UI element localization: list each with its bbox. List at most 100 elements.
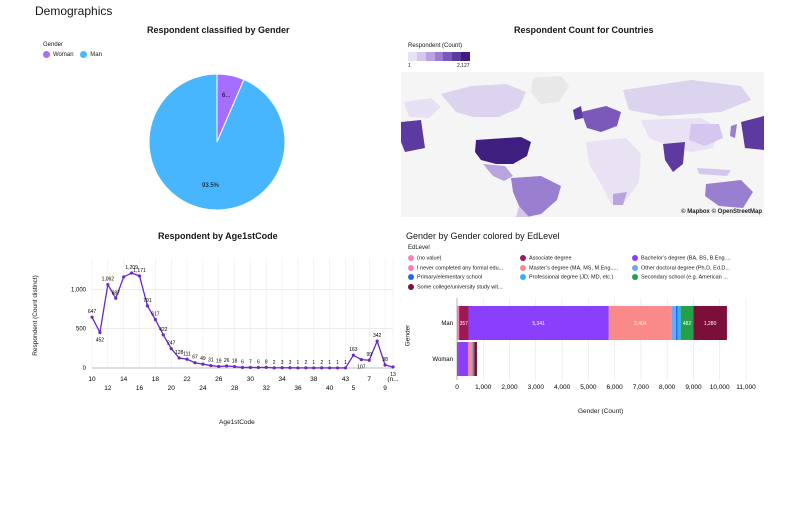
age-line-xlabel: Age1stCode xyxy=(219,419,255,426)
age-data-point[interactable] xyxy=(177,356,181,360)
age-data-point[interactable] xyxy=(98,330,102,335)
x-tick-label: 1,000 xyxy=(475,384,492,391)
edlevel-legend-item[interactable]: Professional degree (JD, MD, etc.) xyxy=(520,274,613,280)
x-tick-label: 5 xyxy=(352,385,356,392)
x-tick-label: 12 xyxy=(104,385,112,392)
age-data-point[interactable] xyxy=(161,333,165,337)
age-data-point[interactable] xyxy=(114,296,118,300)
bar-segment[interactable] xyxy=(474,342,477,376)
age-data-point[interactable] xyxy=(264,365,268,369)
country-argentina xyxy=(516,206,529,217)
bar-segment[interactable] xyxy=(677,306,681,340)
edlevel-legend-item[interactable]: Secondary school (e.g. American ... xyxy=(632,274,728,280)
age-data-point[interactable] xyxy=(383,363,387,367)
age-data-point[interactable] xyxy=(169,346,173,351)
bar-segment[interactable] xyxy=(468,306,609,340)
bar-segment-label: 482 xyxy=(683,321,692,327)
bar-segment[interactable] xyxy=(675,306,678,340)
age-point-label: 1,209 xyxy=(125,265,138,271)
countries-map-panel: Respondent Count for Countries Responden… xyxy=(400,20,766,220)
age-data-point[interactable] xyxy=(343,366,348,370)
age-data-point[interactable] xyxy=(122,275,126,279)
edlevel-legend-item[interactable]: Some college/university study wit... xyxy=(408,283,503,290)
age-data-point[interactable] xyxy=(240,365,245,370)
age-data-point[interactable] xyxy=(328,366,332,370)
age-data-point[interactable] xyxy=(320,366,324,370)
pie-slice-man[interactable] xyxy=(148,73,286,211)
legend-swatch xyxy=(408,255,414,261)
age-data-point[interactable] xyxy=(272,366,276,370)
edlevel-legend-item[interactable]: Master’s degree (MA, MS, M.Eng.,... xyxy=(520,264,619,271)
bar-segment[interactable] xyxy=(468,342,473,376)
edlevel-legend-item[interactable]: I never completed any formal edu... xyxy=(408,264,503,271)
bar-segment[interactable] xyxy=(457,306,460,340)
bar-segment[interactable] xyxy=(693,306,727,340)
age-data-point[interactable] xyxy=(304,366,308,370)
map-scale-step-0 xyxy=(408,52,417,61)
age-data-point[interactable] xyxy=(137,274,142,278)
edlevel-legend-item[interactable]: (no value) xyxy=(408,255,441,261)
age-data-point[interactable] xyxy=(375,339,379,343)
age-data-point[interactable] xyxy=(106,282,110,287)
world-map[interactable] xyxy=(401,72,764,217)
legend-item-woman[interactable]: Woman xyxy=(43,51,74,58)
legend-swatch xyxy=(632,255,638,261)
bar-segment[interactable] xyxy=(680,306,694,340)
bar-segment[interactable] xyxy=(459,306,469,340)
age-point-label: 3 xyxy=(281,360,284,366)
map-legend-title: Respondent (Count) xyxy=(408,43,463,49)
legend-label: Master’s degree (MA, MS, M.Eng.,... xyxy=(529,264,619,271)
bar-segment[interactable] xyxy=(457,342,459,376)
bar-segment[interactable] xyxy=(608,306,672,340)
age-data-point[interactable] xyxy=(145,304,150,308)
age-data-point[interactable] xyxy=(288,366,292,370)
age-data-point[interactable] xyxy=(217,364,221,369)
legend-label: Associate degree xyxy=(529,255,572,262)
age-data-point[interactable] xyxy=(335,366,340,370)
age-data-point[interactable] xyxy=(232,364,237,369)
bar-segment[interactable] xyxy=(671,306,676,340)
age-data-point[interactable] xyxy=(359,357,363,362)
edlevel-legend-item[interactable]: Primary/elementary school xyxy=(408,274,482,280)
age-data-point[interactable] xyxy=(130,271,134,275)
legend-item-man[interactable]: Man xyxy=(80,51,102,58)
legend-label: Some college/university study wit... xyxy=(417,283,503,290)
bar-segment[interactable] xyxy=(473,342,475,376)
pie-label-man: 93.5% xyxy=(202,183,220,189)
age-data-point[interactable] xyxy=(367,358,371,362)
bar-segment[interactable] xyxy=(458,342,469,376)
age-data-point[interactable] xyxy=(185,357,189,361)
age-data-point[interactable] xyxy=(90,315,94,319)
edlevel-legend-item[interactable]: Associate degree xyxy=(520,255,572,261)
x-tick-label: (n... xyxy=(387,376,398,383)
edlevel-legend-item[interactable]: Other doctoral degree (Ph.D, Ed.D... xyxy=(632,264,730,271)
legend-swatch xyxy=(632,274,638,280)
age-data-point[interactable] xyxy=(209,363,213,368)
age-point-label: 422 xyxy=(159,327,168,333)
age-point-label: 247 xyxy=(167,341,176,347)
age-data-point[interactable] xyxy=(280,366,284,370)
age-data-point[interactable] xyxy=(193,361,197,365)
x-tick-label: 6,000 xyxy=(606,384,623,391)
edlevel-legend-item[interactable]: Bachelor’s degree (BA, BS, B.Eng.... xyxy=(632,255,731,261)
x-tick-label: 9,000 xyxy=(685,384,702,391)
age-series-line xyxy=(91,272,394,369)
age-data-point[interactable] xyxy=(312,366,316,370)
age-point-label: 3 xyxy=(289,360,292,366)
age-data-point[interactable] xyxy=(225,364,229,368)
bar-segment[interactable] xyxy=(472,342,474,376)
age-line-ylabel: Respondent (Count distinct) xyxy=(31,275,39,356)
edlevel-title: Gender by Gender colored by EdLevel xyxy=(406,231,560,241)
age-data-point[interactable] xyxy=(351,353,355,357)
age-data-point[interactable] xyxy=(248,365,253,370)
age-point-label: 6 xyxy=(257,360,260,366)
bar-segment[interactable] xyxy=(473,342,474,376)
age-data-point[interactable] xyxy=(153,317,157,322)
edlevel-ylabel: Gender xyxy=(404,324,412,347)
age-data-point[interactable] xyxy=(201,362,205,366)
x-tick-label: 3,000 xyxy=(528,384,545,391)
map-scale-min: 1 xyxy=(408,63,411,69)
age-data-point[interactable] xyxy=(256,365,260,370)
age-data-point[interactable] xyxy=(391,365,395,369)
age-data-point[interactable] xyxy=(296,366,300,370)
